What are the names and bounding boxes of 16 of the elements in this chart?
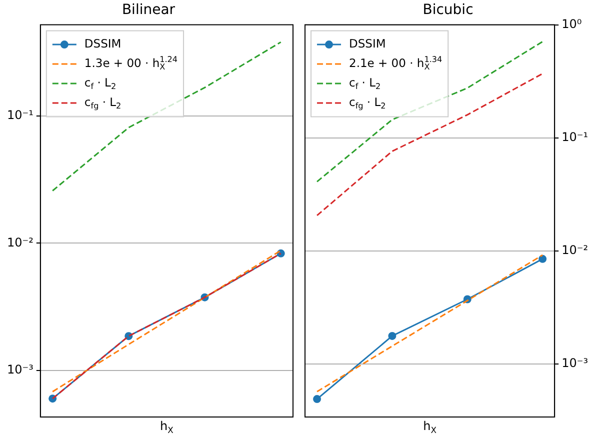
point bbox=[388, 332, 396, 340]
point bbox=[538, 254, 547, 263]
y-tick-label: 10⁻² bbox=[6, 235, 34, 250]
chart-title: Bicubic bbox=[422, 2, 474, 18]
line-series bbox=[52, 41, 282, 192]
y-tick-label: 10⁻³ bbox=[562, 356, 588, 370]
point bbox=[313, 395, 322, 404]
y-tick-label: 10⁻¹ bbox=[6, 108, 34, 122]
y-tick-label: 10⁻² bbox=[562, 243, 588, 258]
line-series bbox=[316, 72, 544, 216]
legend-label: DSSIM bbox=[349, 36, 386, 51]
chart-title: Bilinear bbox=[122, 2, 176, 18]
y-tick-label: 10⁰ bbox=[562, 16, 582, 31]
y-tick-label: 10⁻³ bbox=[6, 362, 34, 376]
y-tick-label: 10⁻¹ bbox=[562, 130, 588, 144]
legend-label: DSSIM bbox=[84, 36, 122, 51]
